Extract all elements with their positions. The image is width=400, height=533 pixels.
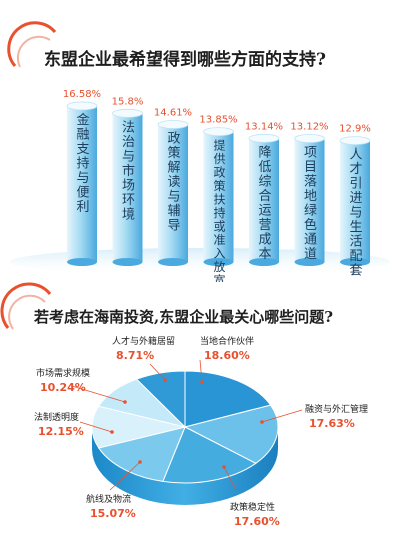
bar-value-label: 15.8% (112, 96, 144, 107)
pie-label-6: 人才与外籍居留 8.71% (112, 335, 175, 382)
bar-body (249, 138, 279, 262)
bars-group: 16.58% 金融支持与便利 15.8% 法治与市场环境 14.61% 政策解读与辅导 13… (63, 89, 371, 288)
bar-value-label: 13.14% (245, 121, 283, 132)
bar-body (112, 113, 143, 262)
pie-chart-title: 若考虑在海南投资,东盟企业最关心哪些问题? (34, 308, 334, 326)
bar-top-cap (66, 101, 98, 111)
bar-base-cap (67, 258, 97, 266)
leader-dot (260, 420, 264, 424)
title-arc-icon-2 (16, 35, 51, 68)
bar-body (67, 105, 97, 262)
pie-category-label: 人才与外籍居留 (112, 335, 175, 347)
pie-labels: 当地合作伙伴 18.60% 融资与外汇管理 17.63% 政策稳定性 17.60% 航线及物… (34, 335, 368, 528)
bar-category-label: 金融支持与便利 (76, 112, 89, 215)
pie-label-1: 融资与外汇管理 17.63% (260, 403, 368, 430)
pie-category-label: 当地合作伙伴 (200, 335, 254, 347)
bar-2: 14.61% 政策解读与辅导 (154, 107, 192, 266)
bar-value-label: 12.9% (339, 124, 371, 135)
pie-slice-4 (91, 405, 186, 449)
bar-body (158, 124, 188, 263)
pie-category-label: 融资与外汇管理 (305, 403, 368, 415)
leader-dot (110, 430, 114, 434)
pie-category-label: 法制透明度 (34, 411, 79, 423)
pie-category-label: 航线及物流 (86, 493, 131, 505)
pie-category-label: 市场需求规模 (36, 367, 90, 379)
bar-category-label: 法治与市场环境 (122, 120, 135, 222)
bar-category-label: 提供政策扶持或准入放宽 (213, 138, 225, 282)
bar-value-label: 13.12% (290, 122, 328, 133)
leader-dot (123, 400, 127, 404)
bar-value-label: 16.58% (63, 89, 101, 100)
pie-label-5: 市场需求规模 10.24% (36, 367, 127, 404)
bar-base-cap (112, 258, 143, 266)
bar-body (340, 140, 370, 262)
bar-base-cap (340, 258, 370, 266)
bar-top-cap (112, 108, 143, 118)
leader-dot (222, 465, 226, 469)
pie-side-wall (92, 427, 278, 505)
pie-label-0: 当地合作伙伴 18.60% (199, 335, 254, 384)
leader-line (71, 385, 126, 403)
bar-0: 16.58% 金融支持与便利 (63, 89, 101, 266)
bar-base-cap (249, 258, 279, 266)
pie-label-3: 航线及物流 15.07% (86, 460, 142, 520)
pie-slice-2 (162, 426, 257, 484)
pie-value-label: 15.07% (90, 507, 136, 520)
bar-base-cap (203, 258, 234, 266)
pie-chart-panel: 当地合作伙伴 18.60% 融资与外汇管理 17.63% 政策稳定性 17.60% 航线及物… (0, 282, 400, 529)
bar-top-cap (248, 133, 280, 143)
bar-value-label: 14.61% (154, 107, 192, 118)
leader-line (109, 461, 141, 491)
bar-category-label: 降低综合运营成本 (258, 145, 271, 262)
title-arc-icon-2 (8, 294, 46, 330)
leader-line (261, 409, 303, 423)
bar-top-cap (339, 136, 371, 145)
title-arc-icon (0, 282, 52, 329)
bar-category-label: 人才引进与生活配套 (349, 148, 362, 279)
bar-6: 12.9% 人才引进与生活配套 (339, 124, 371, 279)
leader-dot (163, 378, 167, 382)
leader-line (79, 421, 113, 433)
leader-dot (138, 460, 142, 464)
title-arc-icon (7, 21, 57, 67)
leader-line (199, 359, 203, 383)
pie-value-label: 18.60% (204, 349, 250, 362)
leader-dot (200, 380, 204, 384)
bar-category-label: 政策解读与辅导 (167, 131, 180, 233)
bar-category-label: 项目落地绿色通道 (304, 146, 317, 262)
pie-category-label: 政策稳定性 (230, 501, 275, 513)
pie-label-4: 法制透明度 12.15% (34, 411, 114, 438)
pie-group (91, 370, 279, 505)
bar-top-cap (294, 134, 325, 143)
bar-5: 13.12% 项目落地绿色通道 (290, 122, 329, 266)
bar-value-label: 13.85% (199, 115, 237, 126)
bar-3: 13.85% 提供政策扶持或准入放宽 (199, 115, 237, 288)
bar-base-cap (158, 258, 188, 266)
bar-body (294, 138, 325, 262)
bar-chart-title: 东盟企业最希望得到哪些方面的支持? (44, 50, 326, 70)
pie-value-label: 17.63% (309, 417, 355, 430)
pie-label-2: 政策稳定性 17.60% (222, 465, 280, 528)
pie-slice-6 (135, 370, 186, 429)
bar-base-cap (294, 258, 325, 266)
leader-line (149, 363, 166, 381)
bar-4: 13.14% 降低综合运营成本 (245, 121, 283, 266)
bar-1: 15.8% 法治与市场环境 (112, 96, 144, 266)
bar-body (203, 131, 234, 262)
pie-value-label: 17.60% (234, 515, 280, 528)
pie-value-label: 10.24% (40, 381, 86, 394)
pie-slice-0 (184, 370, 272, 428)
bar-chart-panel: 16.58% 金融支持与便利 15.8% 法治与市场环境 14.61% 政策解读与辅导 13… (7, 21, 390, 288)
pie-chart-svg: 当地合作伙伴 18.60% 融资与外汇管理 17.63% 政策稳定性 17.60% 航线及物… (0, 282, 368, 528)
bar-top-cap (203, 127, 234, 137)
pie-slice-1 (183, 404, 279, 464)
bar-chart-svg: 16.58% 金融支持与便利 15.8% 法治与市场环境 14.61% 政策解读与辅导 13… (7, 21, 390, 288)
leader-line (223, 466, 237, 491)
pie-value-label: 12.15% (38, 425, 84, 438)
pie-value-label: 8.71% (116, 349, 154, 362)
pie-slice-3 (97, 426, 186, 482)
bar-top-cap (157, 120, 189, 129)
